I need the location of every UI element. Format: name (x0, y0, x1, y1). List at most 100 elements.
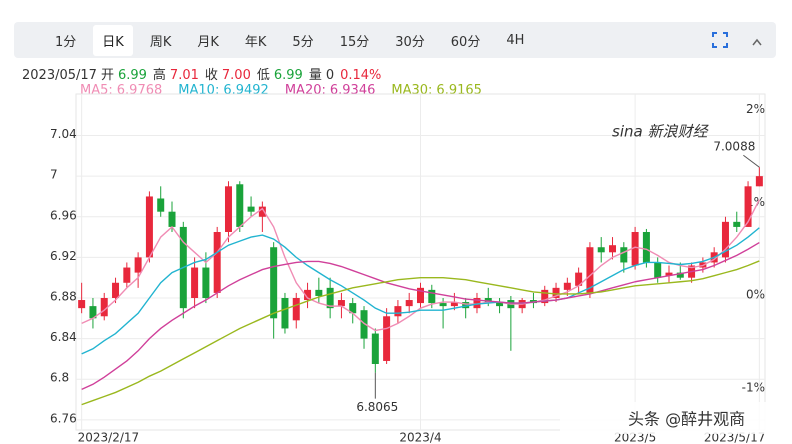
tab[interactable]: 1分 (55, 34, 77, 50)
quote-date: 2023/05/17 (22, 68, 97, 83)
candle-body (631, 232, 639, 266)
candle-body (304, 289, 312, 301)
watermark: sina 新浪财经 (612, 123, 709, 141)
quote-item: 开 6.99 (101, 68, 149, 83)
candle-body (145, 196, 153, 258)
candle-body (597, 247, 605, 253)
y-tick-label: 6.84 (50, 330, 77, 344)
candle-body (654, 262, 662, 278)
candle-body (394, 306, 402, 317)
candle-body (134, 257, 142, 273)
candle-body (439, 303, 447, 307)
y-tick-label: 7.04 (50, 127, 77, 141)
x-tick-label: 2023/4 (399, 431, 441, 444)
candle-body (721, 221, 729, 258)
ma-line (81, 199, 760, 332)
candle-body (315, 289, 323, 296)
quote-line: 2023/05/17 开 6.99 高 7.01 收 7.00 低 6.99 量 0 0.14% (22, 64, 387, 83)
candle-body (78, 300, 86, 309)
candle-body (744, 186, 752, 227)
min-annotation: 6.8065 (356, 400, 398, 414)
quote-item: 高 7.01 (153, 68, 201, 83)
tab[interactable]: 60分 (450, 34, 481, 50)
candle-body (236, 184, 244, 227)
candle-body (428, 289, 436, 304)
candle-body (213, 232, 221, 293)
candle-body (360, 310, 368, 339)
quote-value: 7.00 (221, 68, 251, 83)
quote-label: 量 (308, 68, 322, 83)
ma-line (81, 227, 760, 355)
candle-body (326, 287, 334, 309)
candle-body (733, 221, 741, 227)
candle-body (541, 289, 549, 304)
candle-body (563, 282, 571, 290)
quote-value: 0.14% (340, 68, 382, 83)
ma-line (81, 241, 760, 391)
candle-body (450, 302, 458, 307)
tab[interactable]: 5分 (292, 34, 314, 50)
candle-body (405, 300, 413, 307)
fullscreen-button[interactable] (712, 32, 728, 48)
y-tick-label: 6.76 (50, 411, 77, 425)
candle-body (609, 245, 617, 253)
y2-tick-label: 0% (746, 288, 765, 302)
quote-item: 收 7.00 (205, 68, 253, 83)
candle-body (100, 298, 108, 317)
ma-line (81, 260, 760, 406)
tab[interactable]: 日K (93, 24, 133, 56)
y2-tick-label: 2% (746, 102, 765, 116)
quote-value: 6.99 (117, 68, 147, 83)
candle-body (270, 247, 278, 319)
candle-body (224, 186, 232, 232)
candle-body (417, 287, 424, 304)
candle-body (496, 302, 504, 307)
y-tick-label: 6.96 (50, 208, 77, 222)
y-tick-label: 7 (50, 168, 58, 182)
quote-item: 0.14% (340, 68, 383, 83)
tab[interactable]: 4H (506, 32, 525, 48)
candle-body (349, 303, 357, 314)
collapse-button[interactable] (752, 34, 762, 53)
candle-body (168, 211, 176, 227)
y-tick-label: 6.8 (50, 371, 69, 385)
candle-body (112, 282, 120, 298)
candle-body (473, 298, 481, 309)
candle-body (247, 206, 255, 212)
candle-body (462, 302, 470, 309)
tab[interactable]: 30分 (395, 34, 425, 50)
tab[interactable]: 15分 (339, 34, 370, 50)
watermark: 头条 @醉井观商 (628, 410, 745, 429)
candle-body (383, 316, 391, 361)
quote-value: 7.01 (169, 68, 199, 83)
candle-body (281, 298, 289, 329)
candle-body (202, 267, 210, 298)
candle-body (676, 272, 684, 278)
candle-body (552, 287, 560, 298)
candle-body (157, 198, 165, 212)
max-annotation: 7.0088 (713, 140, 755, 154)
y-tick-label: 6.92 (50, 249, 77, 263)
quote-item: 低 6.99 (257, 68, 305, 83)
tab[interactable]: 月K (197, 34, 219, 50)
candle-body (642, 232, 650, 263)
quote-value: 6.99 (273, 68, 303, 83)
watermark-bg (560, 402, 792, 434)
x-tick-label: 2023/2/17 (78, 431, 140, 444)
quote-label: 收 (204, 68, 218, 83)
quote-label: 高 (152, 68, 166, 83)
tab[interactable]: 周K (149, 34, 172, 50)
tab[interactable]: 年K (244, 34, 267, 50)
candle-body (665, 272, 673, 276)
candle-body (292, 298, 300, 321)
y-tick-label: 6.88 (50, 290, 77, 304)
candle-body (620, 247, 628, 263)
y2-tick-label: -1% (742, 381, 765, 395)
candle-body (258, 206, 266, 217)
quote-label: 低 (256, 68, 270, 83)
candle-body (123, 267, 131, 283)
quote-label: 开 (100, 68, 114, 83)
toolbar: 1分 日K 周K 月K 年K 5分 15分 30分 60分 4H (14, 22, 776, 58)
